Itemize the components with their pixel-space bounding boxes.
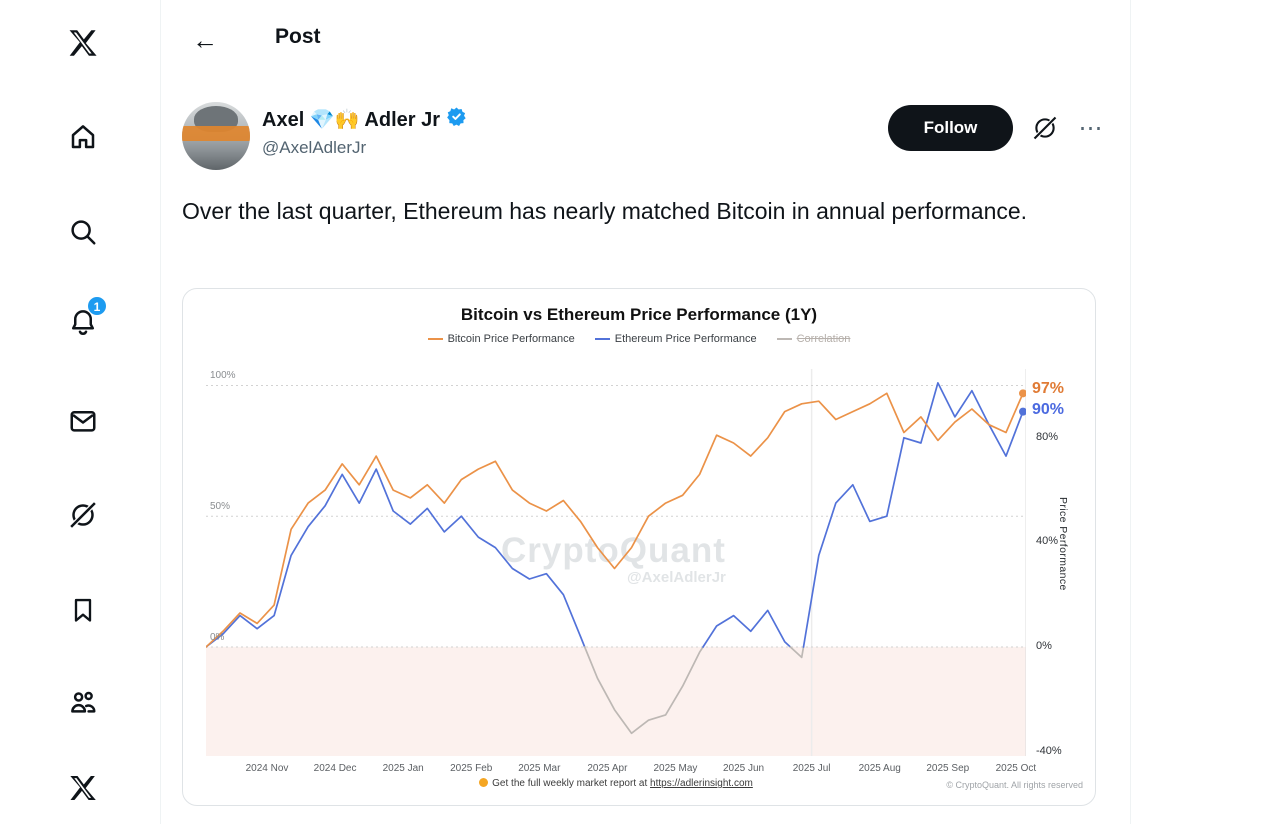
grok-icon: [1033, 115, 1057, 140]
x-premium-icon: [70, 776, 96, 800]
x-axis-tick: 2025 May: [653, 763, 698, 774]
sidebar-item-explore[interactable]: [62, 211, 104, 253]
btc-line: [206, 392, 1024, 648]
avatar-orange-band: [182, 126, 250, 141]
x-axis-tick: 2025 Feb: [450, 763, 493, 774]
sidebar-item-x-home[interactable]: [62, 22, 104, 64]
right-axis-tick: 80%: [1036, 430, 1059, 443]
eth-end-label: 90%: [1032, 401, 1065, 418]
orange-circle-icon: [479, 778, 489, 787]
author-name[interactable]: Axel 💎🙌 Adler Jr: [262, 109, 441, 131]
page-title: Post: [275, 25, 321, 48]
communities-people-icon: [71, 691, 96, 713]
post-text: Over the last quarter, Ethereum has near…: [182, 198, 1028, 224]
eth-line: [206, 468, 586, 648]
grok-button[interactable]: [1029, 113, 1061, 145]
more-button[interactable]: ⋯: [1073, 110, 1109, 146]
legend-item: Correlation: [776, 333, 850, 345]
legend-item: Ethereum Price Performance: [594, 333, 757, 345]
eth-line-negative: [789, 646, 805, 659]
main-column: ← Post Axel 💎🙌 Adler Jr @AxelAdlerJr Fol…: [161, 0, 1130, 824]
sidebar-item-notifications[interactable]: 1: [62, 296, 107, 343]
notification-badge: 1: [87, 296, 107, 316]
back-button[interactable]: ←: [187, 22, 223, 58]
right-axis-tick: 40%: [1036, 535, 1059, 548]
x-axis-tick: 2025 Apr: [587, 763, 628, 774]
eth-line-negative: [583, 646, 704, 735]
chart-title: Bitcoin vs Ethereum Price Performance (1…: [460, 305, 818, 324]
report-link: https://adlerinsight.com: [650, 778, 753, 789]
sidebar-item-premium[interactable]: [62, 767, 104, 809]
legend-swatch: [594, 338, 610, 340]
search-icon: [71, 220, 96, 245]
follow-button[interactable]: Follow: [888, 105, 1013, 151]
chart-legend: Bitcoin Price Performance Ethereum Price …: [183, 333, 1095, 345]
sidebar-item-communities[interactable]: [62, 681, 104, 723]
x-axis-tick: 2025 Sep: [926, 763, 970, 774]
plot-area: CryptoQuant @AxelAdlerJr 100% 50% 0% 80% 40…: [206, 369, 1094, 757]
negative-region: [206, 646, 1026, 756]
sidebar-item-bookmarks[interactable]: [62, 589, 104, 631]
legend-item: Bitcoin Price Performance: [427, 333, 575, 345]
x-axis-tick: 2024 Nov: [245, 763, 289, 774]
left-axis-tick: 100%: [210, 370, 236, 382]
x-axis-tick: 2025 Oct: [995, 763, 1037, 774]
main-right-divider: [1130, 0, 1131, 824]
x-logo-icon: [69, 30, 97, 56]
right-axis-tick: -40%: [1036, 744, 1062, 757]
report-note-text: Get the full weekly market report at: [492, 778, 648, 789]
btc-end-dot: [1019, 389, 1026, 398]
x-axis-tick: 2025 Jun: [722, 763, 765, 774]
x-axis-tick: 2025 Aug: [858, 763, 901, 774]
chart-card[interactable]: Bitcoin vs Ethereum Price Performance (1…: [182, 288, 1096, 806]
left-axis-tick: 0%: [210, 631, 225, 643]
legend-swatch: [427, 338, 443, 340]
bookmark-icon: [74, 598, 92, 622]
sidebar-item-home[interactable]: [62, 116, 104, 158]
x-axis-tick: 2024 Dec: [313, 763, 357, 774]
btc-end-label: 97%: [1032, 380, 1065, 397]
x-axis-ticks: 2024 Nov 2024 Dec 2025 Jan 2025 Feb 2025 Mar…: [206, 763, 1037, 777]
x-axis-tick: 2025 Jul: [792, 763, 831, 774]
y-axis-title: Price Performance: [1057, 497, 1069, 591]
home-icon: [71, 125, 95, 149]
sidebar: 1: [0, 0, 160, 824]
sidebar-item-messages[interactable]: [62, 400, 104, 442]
sidebar-item-grok[interactable]: [62, 494, 104, 536]
eth-line: [802, 382, 1024, 648]
grok-icon: [69, 501, 97, 529]
report-note: Get the full weekly market report at htt…: [206, 778, 1026, 789]
author-handle[interactable]: @AxelAdlerJr: [262, 138, 367, 157]
price-performance-plot: [206, 369, 1026, 756]
x-axis-tick: 2025 Mar: [518, 763, 561, 774]
left-axis-tick: 50%: [210, 501, 231, 513]
avatar[interactable]: [182, 102, 250, 170]
x-axis-tick: 2025 Jan: [382, 763, 424, 774]
sidebar-divider: [160, 0, 161, 824]
notifications-bell-icon: [72, 310, 94, 335]
chart-copyright: © CryptoQuant. All rights reserved: [946, 780, 1083, 790]
eth-end-dot: [1019, 407, 1026, 416]
eth-line: [702, 609, 792, 648]
legend-swatch: [776, 338, 792, 340]
right-axis-tick: 0%: [1036, 639, 1052, 652]
verified-badge-icon: [446, 106, 467, 133]
messages-envelope-icon: [70, 411, 96, 432]
